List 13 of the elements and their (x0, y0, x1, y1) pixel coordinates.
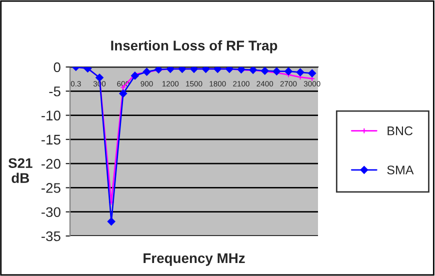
chart-title: Insertion Loss of RF Trap (111, 40, 278, 54)
y-tick-label: -30 (42, 207, 60, 218)
y-tick-label: -35 (42, 231, 60, 242)
y-tick-label: -25 (42, 183, 60, 193)
legend-label: BNC (388, 126, 413, 136)
y-tick-label: -15 (42, 134, 60, 145)
y-tick-label: -20 (42, 158, 60, 169)
y-axis-title: S21 dB (8, 158, 32, 183)
y-tick-label: -5 (49, 86, 60, 96)
y-tick-label: 0 (54, 62, 60, 72)
y-tick-label: -10 (42, 110, 60, 120)
x-axis-title: Frequency MHz (144, 253, 245, 266)
legend-label: SMA (387, 166, 414, 174)
